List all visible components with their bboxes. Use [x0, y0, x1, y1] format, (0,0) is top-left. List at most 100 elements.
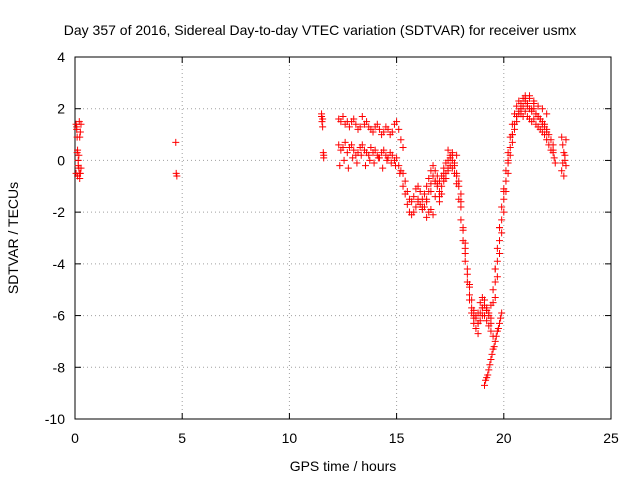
data-point — [493, 273, 501, 281]
x-tick-label: 5 — [178, 430, 186, 446]
data-point — [497, 314, 505, 322]
data-point — [369, 128, 377, 136]
data-point — [488, 350, 496, 358]
plot-frame — [74, 56, 612, 420]
data-point — [496, 237, 504, 245]
data-point — [76, 128, 84, 136]
data-point — [337, 118, 345, 126]
data-point — [374, 154, 382, 162]
data-point — [408, 198, 416, 206]
data-point — [515, 110, 523, 118]
data-point — [433, 180, 441, 188]
data-point — [336, 162, 344, 170]
data-point — [513, 102, 521, 110]
y-tick-label: -8 — [53, 359, 66, 375]
data-point — [440, 169, 448, 177]
data-point — [340, 156, 348, 164]
x-tick-label: 15 — [389, 430, 405, 446]
data-point — [77, 120, 85, 128]
data-point — [560, 172, 568, 180]
data-point — [444, 167, 452, 175]
data-point — [393, 154, 401, 162]
data-point — [341, 138, 349, 146]
x-tick-label: 10 — [282, 430, 298, 446]
data-point — [344, 164, 352, 172]
data-point — [395, 125, 403, 133]
data-point — [559, 159, 567, 167]
data-point — [427, 180, 435, 188]
data-point — [493, 244, 501, 252]
data-point — [401, 177, 409, 185]
data-point — [418, 203, 426, 211]
data-point — [365, 151, 373, 159]
data-point — [491, 265, 499, 273]
data-point — [442, 175, 450, 183]
data-point — [339, 112, 347, 120]
data-point — [465, 291, 473, 299]
x-tick-label: 20 — [496, 430, 512, 446]
data-point — [399, 144, 407, 151]
data-point — [414, 182, 422, 190]
data-point — [483, 304, 491, 312]
data-point — [526, 94, 534, 102]
data-point — [538, 105, 546, 113]
data-point — [461, 239, 469, 247]
data-point — [380, 128, 388, 136]
data-point — [429, 162, 437, 170]
data-point — [397, 136, 405, 144]
data-point — [484, 371, 492, 379]
data-point — [489, 299, 497, 307]
data-point — [384, 125, 392, 133]
data-point — [485, 366, 493, 374]
data-point — [349, 154, 357, 162]
y-tick-label: -2 — [53, 204, 66, 220]
data-point — [431, 167, 439, 175]
data-point — [461, 250, 469, 258]
data-point — [392, 162, 400, 170]
data-point — [498, 309, 506, 317]
data-point — [502, 177, 510, 185]
data-point — [487, 327, 495, 335]
data-point — [423, 213, 431, 221]
data-point — [423, 182, 431, 190]
data-point — [438, 190, 446, 198]
data-point — [491, 293, 499, 301]
data-point — [76, 133, 84, 141]
data-point — [500, 208, 508, 216]
data-point — [357, 151, 365, 159]
data-point — [498, 203, 506, 211]
data-point — [453, 151, 461, 159]
data-point — [401, 190, 409, 198]
data-point — [489, 286, 497, 294]
data-point — [423, 198, 431, 206]
y-tick-labels: 4 2 0 -2 -4 -6 -8 -10 — [45, 49, 65, 427]
data-point — [350, 115, 358, 123]
data-point — [414, 195, 422, 203]
data-point — [498, 229, 506, 237]
data-point — [487, 356, 495, 364]
data-point — [457, 216, 465, 224]
x-axis-label: GPS time / hours — [290, 458, 397, 474]
data-point — [379, 164, 387, 172]
data-point — [483, 317, 491, 325]
data-point — [362, 162, 370, 170]
data-point — [356, 123, 364, 131]
data-point — [339, 144, 347, 151]
data-point — [353, 159, 361, 167]
data-point — [427, 206, 435, 214]
data-point — [485, 312, 493, 320]
data-point — [319, 123, 327, 131]
data-point — [358, 141, 366, 149]
data-point — [530, 115, 538, 123]
data-point — [500, 195, 508, 203]
data-point — [172, 138, 180, 146]
data-point — [335, 141, 343, 149]
chart-title: Day 357 of 2016, Sidereal Day-to-day VTE… — [64, 22, 577, 38]
data-point — [491, 278, 499, 286]
data-point — [73, 123, 81, 131]
data-point — [559, 141, 567, 149]
y-tick-label: 2 — [57, 101, 65, 117]
data-point — [502, 187, 510, 195]
data-point — [371, 146, 379, 154]
